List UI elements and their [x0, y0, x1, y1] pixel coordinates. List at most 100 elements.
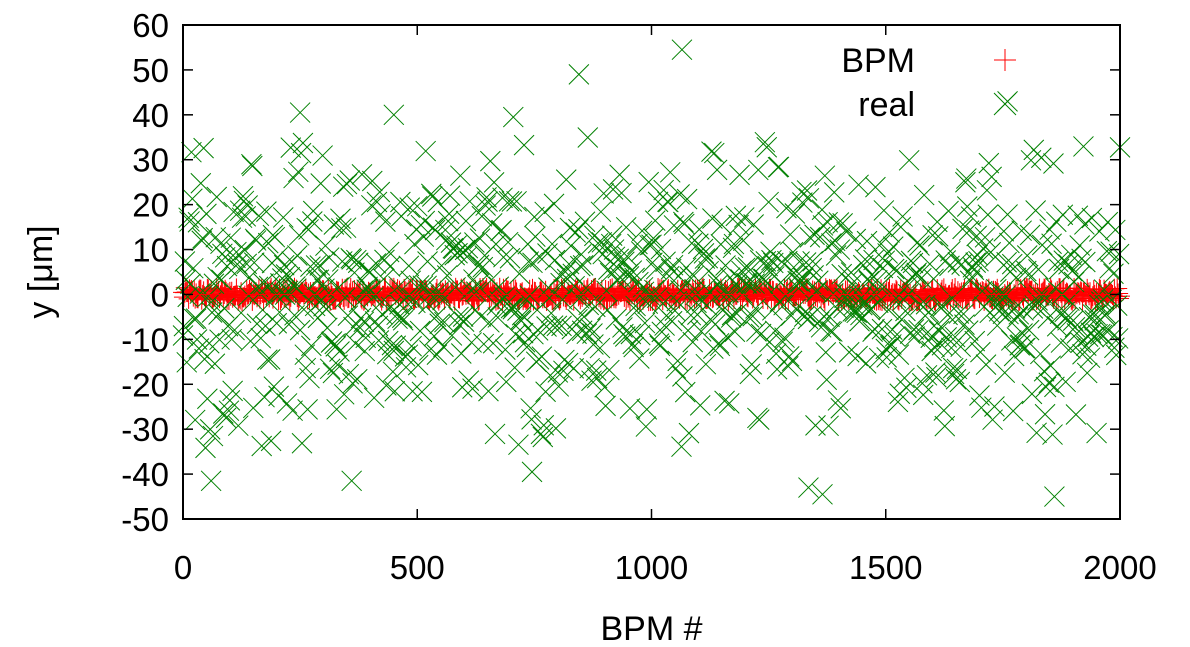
real-point	[946, 358, 968, 380]
real-point	[907, 231, 928, 253]
real-point	[809, 226, 831, 248]
real-point	[369, 181, 391, 203]
real-point	[748, 409, 770, 430]
real-point	[259, 349, 281, 370]
real-point	[768, 156, 790, 178]
real-point	[501, 191, 523, 212]
real-point	[952, 218, 973, 240]
real-point	[882, 236, 904, 258]
real-point	[1086, 422, 1107, 444]
real-point	[581, 370, 602, 392]
real-point	[1042, 424, 1063, 445]
real-point	[941, 288, 963, 309]
real-point	[234, 239, 256, 261]
real-point	[357, 276, 378, 298]
real-point	[1104, 337, 1125, 359]
real-point	[1100, 241, 1121, 262]
real-point	[955, 168, 977, 189]
real-point	[701, 141, 722, 162]
real-point	[521, 461, 543, 483]
real-point	[738, 306, 760, 328]
real-point	[782, 241, 804, 263]
real-point	[823, 182, 845, 203]
real-point	[375, 375, 397, 396]
real-point	[185, 308, 207, 329]
real-point	[269, 301, 290, 323]
real-point	[643, 279, 665, 301]
real-point	[236, 253, 258, 275]
real-point	[673, 211, 694, 233]
real-point	[1067, 205, 1089, 227]
real-point	[452, 306, 474, 327]
real-point	[600, 233, 622, 255]
real-point	[921, 340, 943, 362]
real-point	[957, 320, 979, 341]
real-point	[794, 301, 816, 323]
real-point	[456, 246, 478, 268]
real-point	[830, 397, 852, 419]
real-point	[484, 423, 506, 445]
real-point	[1073, 136, 1094, 157]
real-point	[938, 200, 959, 222]
real-point	[647, 191, 669, 213]
real-point	[478, 380, 499, 402]
real-point	[382, 361, 404, 383]
real-point	[733, 207, 755, 228]
real-point	[884, 326, 906, 347]
real-point	[530, 423, 552, 445]
real-point	[464, 232, 485, 253]
real-point	[202, 425, 224, 447]
real-point	[222, 380, 244, 402]
real-point	[729, 164, 750, 186]
real-point	[637, 293, 659, 315]
real-point	[1061, 260, 1083, 282]
real-point	[190, 172, 212, 194]
real-point	[582, 323, 603, 344]
real-point	[1081, 207, 1103, 229]
real-point	[398, 255, 420, 277]
real-point	[325, 336, 347, 357]
real-point	[623, 336, 645, 358]
real-point	[246, 313, 268, 335]
real-point	[894, 367, 915, 389]
real-point	[702, 208, 723, 229]
y-tick-label: -10	[121, 321, 169, 358]
real-point	[195, 437, 216, 459]
real-point	[524, 226, 546, 248]
x-axis: 0 500 1000 1500 2000	[174, 25, 1157, 586]
real-point	[611, 182, 632, 204]
real-point	[327, 354, 348, 376]
real-point	[855, 353, 877, 374]
real-point	[954, 314, 975, 335]
real-point	[583, 334, 604, 355]
real-point	[992, 303, 1014, 325]
real-point	[966, 225, 987, 247]
real-point	[953, 303, 974, 325]
bpm-point	[658, 278, 679, 299]
real-point	[981, 166, 1002, 188]
real-point	[873, 200, 895, 221]
real-point	[409, 320, 431, 342]
real-point	[912, 384, 934, 406]
real-point	[922, 224, 943, 246]
real-point	[535, 381, 556, 403]
real-point	[434, 311, 455, 333]
real-point	[924, 336, 945, 358]
real-point	[479, 311, 500, 333]
real-point	[254, 386, 275, 408]
real-point	[976, 179, 998, 201]
real-point	[330, 218, 352, 239]
real-point	[775, 285, 796, 307]
real-point	[923, 268, 944, 290]
real-point	[469, 228, 491, 249]
real-point	[384, 380, 406, 402]
real-point	[1026, 422, 1047, 444]
real-point	[708, 333, 730, 354]
real-point	[934, 415, 956, 437]
real-point	[414, 210, 436, 232]
real-point	[1060, 244, 1082, 266]
real-point	[513, 134, 535, 156]
real-point	[335, 217, 357, 239]
real-point	[904, 326, 926, 347]
real-point	[394, 345, 416, 367]
